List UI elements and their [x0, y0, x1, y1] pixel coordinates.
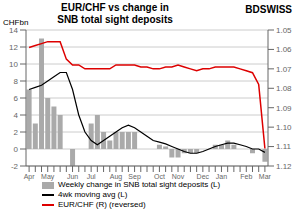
html-text:4wk moving avg (L): 4wk moving avg (L) — [58, 190, 128, 199]
svg-text:1.09: 1.09 — [276, 104, 292, 113]
svg-text:1.06: 1.06 — [276, 45, 292, 54]
svg-text:10: 10 — [9, 60, 18, 69]
svg-text:1.12: 1.12 — [276, 162, 292, 171]
svg-text:1.07: 1.07 — [276, 65, 292, 74]
svg-text:Mar: Mar — [259, 173, 272, 180]
svg-text:Jul: Jul — [87, 173, 96, 180]
svg-text:Feb: Feb — [240, 173, 252, 180]
svg-text:Oct: Oct — [154, 173, 165, 180]
svg-text:6: 6 — [14, 94, 19, 103]
svg-text:1.11: 1.11 — [276, 142, 292, 151]
html-text:SNB total sight deposits: SNB total sight deposits — [57, 14, 173, 25]
svg-text:Dec: Dec — [197, 173, 210, 180]
html-text:Weekly change in SNB total sig: Weekly change in SNB total sight deposit… — [58, 180, 221, 189]
svg-text:Aug: Aug — [110, 173, 123, 181]
svg-text:-2: -2 — [11, 162, 19, 171]
svg-text:1.05: 1.05 — [276, 26, 292, 35]
svg-text:0: 0 — [14, 145, 19, 154]
svg-text:Jan: Jan — [216, 173, 227, 180]
html-text:CHFbn: CHFbn — [3, 18, 29, 27]
svg-text:Apr: Apr — [24, 173, 36, 181]
svg-text:1.08: 1.08 — [276, 84, 292, 93]
svg-text:12: 12 — [9, 43, 18, 52]
svg-text:8: 8 — [14, 77, 19, 86]
svg-text:May: May — [41, 173, 55, 181]
svg-text:Jun: Jun — [67, 173, 78, 180]
svg-text:Nov: Nov — [172, 173, 185, 180]
svg-text:2: 2 — [14, 128, 19, 137]
html-text:BDSWISS: BDSWISS — [245, 4, 292, 15]
html-text:EUR/CHF vs change in: EUR/CHF vs change in — [61, 2, 169, 13]
html-text:EUR/CHF (R) (reversed): EUR/CHF (R) (reversed) — [58, 200, 146, 209]
svg-text:14: 14 — [9, 26, 18, 35]
svg-text:1.10: 1.10 — [276, 123, 292, 132]
svg-text:4: 4 — [14, 111, 19, 120]
svg-text:Sep: Sep — [128, 173, 141, 181]
